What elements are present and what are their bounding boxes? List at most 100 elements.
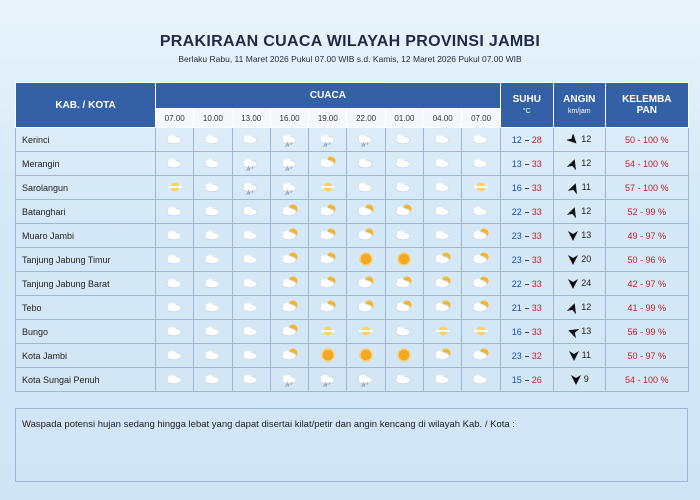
- wind-speed: 12: [581, 133, 592, 144]
- weather-icon: [242, 182, 258, 195]
- temp-cell: 15 26: [499, 367, 554, 392]
- weather-icon: [281, 276, 298, 288]
- weather-icon: [319, 374, 335, 387]
- temp-dash: [524, 187, 529, 189]
- weather-icon: [396, 158, 411, 168]
- temp-cell: 13 33: [499, 151, 554, 176]
- temp-label: SUHU: [512, 94, 541, 105]
- weather-icon: [166, 278, 181, 288]
- weather-icon: [204, 134, 220, 144]
- wind-label: ANGIN: [563, 94, 596, 105]
- wind-cell: 20: [552, 247, 606, 272]
- weather-icon: [434, 182, 450, 192]
- temp-cell: 16 33: [499, 319, 554, 344]
- weather-icon: [434, 374, 450, 384]
- wind-arrow: [570, 374, 581, 385]
- weather-cell: [346, 343, 386, 368]
- weather-icon: [242, 206, 258, 216]
- weather-cell: [269, 247, 310, 272]
- weather-cell: [346, 319, 386, 344]
- weather-icon: [242, 302, 258, 312]
- weather-icon: [397, 251, 412, 266]
- weather-cell: [269, 271, 310, 296]
- temp-cell: 16 33: [499, 175, 554, 200]
- wind-cell: 11: [552, 175, 606, 200]
- weather-cell: [231, 247, 271, 272]
- weather-cell: [269, 127, 310, 152]
- weather-cell: [423, 271, 463, 296]
- weather-cell: [461, 127, 501, 152]
- weather-icon: [435, 326, 450, 335]
- weather-icon: [359, 251, 373, 266]
- region-name: Kerinci: [15, 127, 156, 152]
- weather-cell: [154, 295, 195, 320]
- region-name: Tanjung Jabung Timur: [15, 247, 156, 272]
- wind-cell: 12: [552, 295, 606, 320]
- weather-icon: [281, 252, 298, 264]
- wind-speed: 12: [581, 205, 592, 216]
- weather-cell: [193, 151, 233, 176]
- time-label: 07.00: [154, 108, 195, 128]
- temp-min: 21: [511, 302, 522, 313]
- weather-cell: [384, 271, 425, 296]
- weather-cell: [346, 151, 386, 176]
- wind-cell: 12: [552, 199, 606, 224]
- temp-max: 26: [531, 374, 542, 385]
- wind-arrow: [568, 278, 579, 289]
- temp-unit: °C: [522, 108, 531, 115]
- wind-cell: 9: [552, 367, 606, 392]
- weather-icon: [167, 182, 182, 191]
- weather-icon: [434, 276, 451, 288]
- weather-icon: [281, 374, 296, 387]
- weather-cell: [231, 223, 271, 248]
- weather-icon: [319, 204, 336, 216]
- weather-cell: [384, 295, 425, 320]
- time-label: 16.00: [269, 108, 310, 128]
- temp-min: 16: [511, 326, 522, 337]
- weather-cell: [154, 175, 195, 200]
- temp-min: 22: [511, 206, 522, 217]
- wind-speed: 20: [581, 253, 592, 264]
- weather-icon: [319, 134, 335, 147]
- weather-cell: [231, 175, 271, 200]
- wind-speed: 13: [581, 325, 592, 336]
- weather-cell: [154, 367, 195, 392]
- wind-speed: 9: [583, 373, 589, 384]
- wind-arrow: [568, 230, 579, 241]
- weather-cell: [231, 367, 271, 392]
- weather-icon: [357, 228, 374, 240]
- time-label: 07.00: [461, 108, 501, 128]
- weather-cell: [154, 271, 195, 296]
- region-name: Tebo: [15, 295, 156, 320]
- temp-min: 13: [511, 158, 522, 169]
- wind-arrow: [566, 302, 577, 314]
- wind-speed: 12: [581, 157, 592, 168]
- weather-cell: [154, 151, 195, 176]
- temp-min: 15: [511, 374, 522, 385]
- weather-cell: [193, 367, 233, 392]
- col-wind: ANGIN km/jam: [552, 82, 606, 128]
- weather-cell: [231, 151, 271, 176]
- weather-cell: [154, 127, 195, 152]
- region-name: Kota Jambi: [15, 343, 156, 368]
- weather-cell: [193, 127, 233, 152]
- wind-speed: 11: [581, 181, 591, 192]
- weather-icon: [434, 300, 451, 312]
- weather-cell: [193, 223, 233, 248]
- humidity: 54 - 100 %: [604, 151, 689, 176]
- wind-cell: 13: [552, 223, 606, 248]
- weather-cell: [346, 271, 386, 296]
- weather-icon: [166, 254, 181, 264]
- time-label: 01.00: [384, 108, 425, 128]
- humidity: 50 - 97 %: [604, 343, 689, 368]
- weather-icon: [204, 206, 220, 216]
- weather-icon: [472, 252, 489, 264]
- wind-arrow: [568, 350, 579, 361]
- weather-icon: [434, 206, 450, 216]
- col-weather: CUACA: [155, 82, 501, 109]
- temp-cell: 23 33: [499, 223, 554, 248]
- weather-icon: [204, 278, 220, 288]
- weather-cell: [384, 367, 425, 392]
- weather-cell: [384, 151, 425, 176]
